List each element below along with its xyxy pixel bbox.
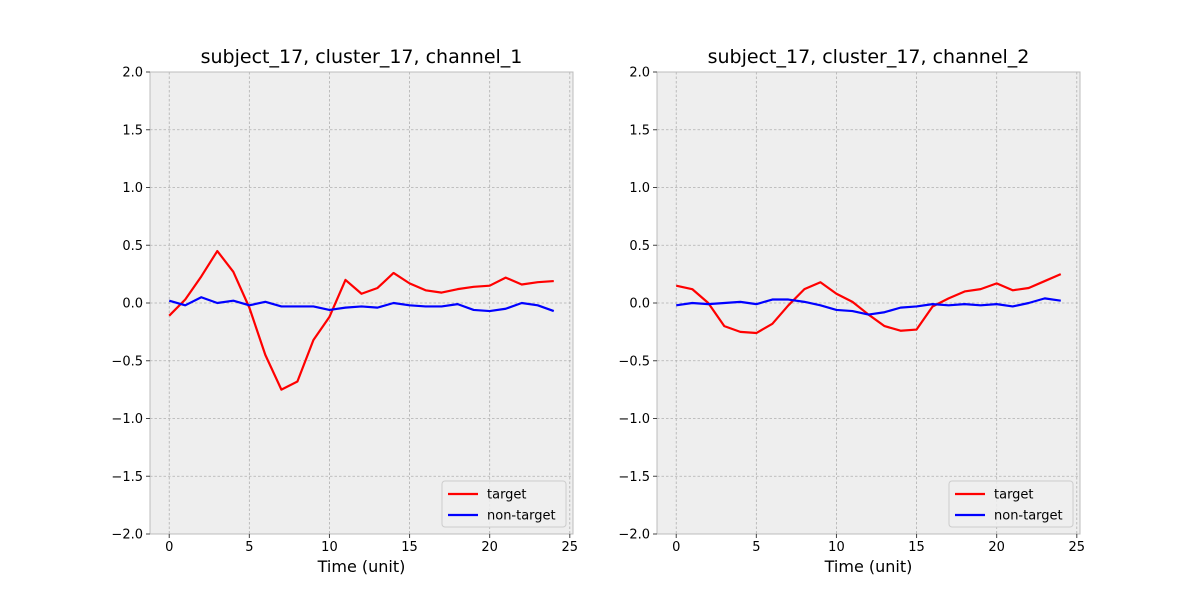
y-tick-label: 1.5	[629, 123, 650, 138]
y-tick-label: −2.0	[111, 528, 143, 543]
x-tick-label: 15	[908, 540, 925, 555]
y-tick-label: −1.5	[618, 470, 650, 485]
x-tick-label: 20	[988, 540, 1005, 555]
y-tick-label: −2.0	[618, 528, 650, 543]
x-tick-label: 15	[401, 540, 418, 555]
y-tick-label: 2.0	[122, 66, 143, 81]
chart-title: subject_17, cluster_17, channel_2	[708, 46, 1030, 68]
y-tick-label: 0.5	[629, 239, 650, 254]
subplot-channel-2: 0 5 10 15 20 25 2.0 1.5 1.0 0.5 0.0 −0.5 −1.0 −1.5 −2.…	[618, 46, 1085, 576]
y-tick-label: 0.0	[629, 297, 650, 312]
series-layer	[675, 273, 1062, 335]
legend: target non-target	[948, 480, 1074, 528]
y-tick-label: 0.0	[122, 297, 143, 312]
y-tick-label: 1.0	[629, 181, 650, 196]
series-line-non-target	[676, 297, 1061, 316]
y-tick-label: 1.5	[122, 123, 143, 138]
y-tick-label: −0.5	[618, 354, 650, 369]
subplot-channel-1: 0 5 10 15 20 25 2.0 1.5 1.0 0.5 0.0 −0.5 −1.0 −1.5 −2.…	[111, 46, 578, 576]
x-tick-label: 25	[562, 540, 579, 555]
x-tick-label: 0	[672, 540, 680, 555]
y-tick-label: 2.0	[629, 66, 650, 81]
x-tick-label: 5	[245, 540, 253, 555]
chart-title: subject_17, cluster_17, channel_1	[201, 46, 523, 68]
series-line-target	[168, 249, 554, 391]
x-axis-label: Time (unit)	[824, 557, 913, 576]
x-tick-label: 10	[828, 540, 845, 555]
ticks: 0 5 10 15 20 25 2.0 1.5 1.0 0.5 0.0 −0.5 −1.0 −1.5 −2.…	[111, 66, 578, 556]
x-axis-label: Time (unit)	[317, 557, 406, 576]
legend-label-non-target: non-target	[994, 509, 1063, 524]
x-tick-label: 25	[1069, 540, 1086, 555]
y-tick-label: −0.5	[111, 354, 143, 369]
y-tick-label: −1.0	[618, 412, 650, 427]
ticks: 0 5 10 15 20 25 2.0 1.5 1.0 0.5 0.0 −0.5 −1.0 −1.5 −2.…	[618, 66, 1085, 556]
legend-label-target: target	[994, 488, 1034, 503]
series-line-non-target	[168, 296, 555, 313]
legend: target non-target	[441, 480, 567, 528]
legend-label-target: target	[487, 488, 527, 503]
grid	[657, 71, 1080, 535]
y-tick-label: 0.5	[122, 239, 143, 254]
y-tick-label: 1.0	[122, 181, 143, 196]
legend-label-non-target: non-target	[487, 509, 556, 524]
x-tick-label: 10	[321, 540, 338, 555]
x-tick-label: 5	[752, 540, 760, 555]
series-layer	[168, 249, 555, 391]
y-tick-label: −1.0	[111, 412, 143, 427]
y-tick-label: −1.5	[111, 470, 143, 485]
x-tick-label: 0	[165, 540, 173, 555]
x-tick-label: 20	[481, 540, 498, 555]
